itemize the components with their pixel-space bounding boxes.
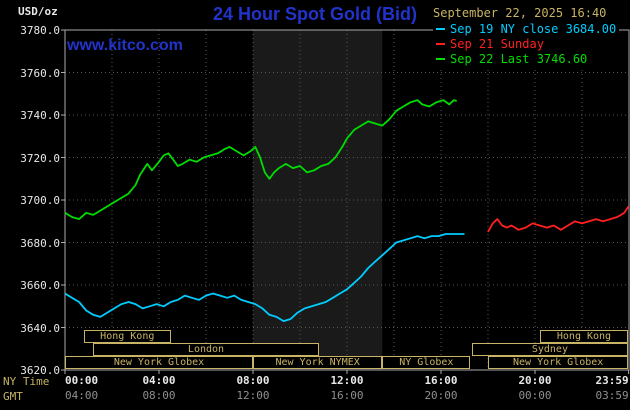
ny-time-tick-label: 23:59: [595, 374, 629, 387]
ny-time-tick-label: 12:00: [330, 374, 364, 387]
gmt-tick-label: 16:00: [330, 389, 364, 402]
price-line-cyan: [64, 233, 465, 323]
chart-legend: Sep 19 NY close 3684.00 Sep 21 Sunday Sep …: [433, 21, 620, 68]
legend-label: Sep 22 Last 3746.60: [450, 52, 588, 66]
y-tick-label: 3620.0: [20, 364, 60, 377]
legend-label: Sep 21 Sunday: [450, 37, 544, 51]
session-box-hong-kong: Hong Kong: [539, 330, 629, 343]
gmt-axis-label: GMT: [3, 390, 23, 403]
ny-time-tick-label: 20:00: [518, 374, 552, 387]
legend-item: Sep 19 NY close 3684.00: [436, 22, 616, 37]
legend-line-swatch: [436, 58, 445, 60]
session-box-sydney: Sydney: [471, 343, 629, 356]
ny-time-tick-label: 08:00: [236, 374, 270, 387]
y-tick-label: 3780.0: [20, 24, 60, 37]
ny-time-tick-label: 16:00: [424, 374, 458, 387]
y-tick-label: 3640.0: [20, 321, 60, 335]
chart-datetime: September 22, 2025 16:40: [433, 6, 607, 20]
legend-item: Sep 21 Sunday: [436, 37, 616, 52]
ny-time-axis-label: NY Time: [3, 375, 50, 388]
session-box-hong-kong: Hong Kong: [83, 330, 171, 343]
kitco-watermark: www.kitco.com: [67, 37, 183, 54]
y-tick-label: 3680.0: [20, 236, 60, 250]
ny-time-tick-label: 00:00: [65, 374, 99, 387]
ny-time-tick-label: 04:00: [142, 374, 176, 387]
session-box-new-york-globex: New York Globex: [488, 356, 629, 369]
gmt-tick-label: 00:00: [518, 389, 552, 402]
legend-line-swatch: [436, 43, 445, 45]
gmt-tick-label: 03:59: [595, 389, 629, 402]
gmt-tick-label: 12:00: [236, 389, 270, 402]
legend-item: Sep 22 Last 3746.60: [436, 52, 616, 67]
session-box-new-york-globex: New York Globex: [65, 356, 253, 369]
y-tick-label: 3660.0: [20, 279, 60, 292]
y-axis-units-label: USD/oz: [18, 5, 58, 18]
y-tick-label: 3700.0: [20, 194, 60, 207]
y-tick-label: 3760.0: [20, 66, 60, 80]
legend-label: Sep 19 NY close 3684.00: [450, 22, 617, 36]
price-line-red: [487, 205, 630, 233]
session-box-london: London: [93, 343, 319, 356]
gmt-tick-label: 08:00: [142, 389, 176, 402]
x-axis-ny-labels: 00:00 04:00 08:00 12:00 16:00 20:00 23:59: [0, 374, 630, 388]
x-axis-gmt-labels: 04:00 08:00 12:00 16:00 20:00 00:00 03:59: [0, 389, 630, 403]
price-line-green: [64, 99, 457, 221]
gmt-tick-label: 04:00: [65, 389, 99, 402]
session-box-new-york-nymex: New York NYMEX: [253, 356, 383, 369]
session-box-ny-globex: NY Globex: [382, 356, 471, 369]
legend-line-swatch: [436, 28, 445, 30]
gmt-tick-label: 20:00: [424, 389, 458, 402]
y-tick-label: 3740.0: [20, 109, 60, 122]
y-tick-label: 3720.0: [20, 151, 60, 165]
